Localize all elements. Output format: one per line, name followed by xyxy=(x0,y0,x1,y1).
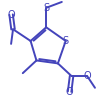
Text: O: O xyxy=(7,10,15,20)
Text: O: O xyxy=(83,71,91,81)
Text: O: O xyxy=(66,87,73,97)
Text: S: S xyxy=(43,3,49,13)
Text: S: S xyxy=(63,36,69,46)
